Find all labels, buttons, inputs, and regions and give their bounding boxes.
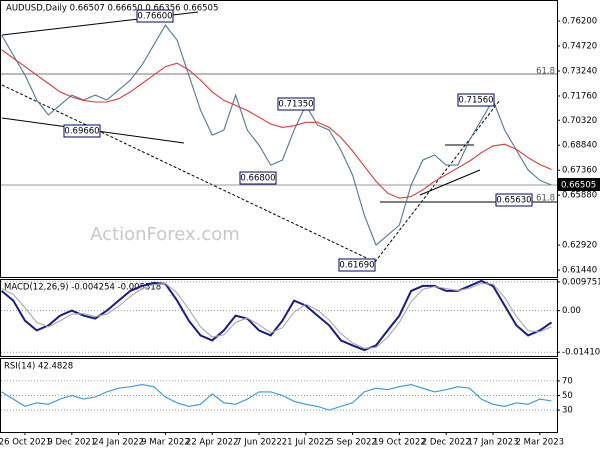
annotation-box [63,124,101,138]
price-panel [0,0,558,278]
macd-title: MACD(12,26,9) -0.004254 -0.005518 [4,283,161,293]
annotation-box [136,9,174,23]
y-tick-label: 0.71760 [562,91,597,101]
y-tick-label: 0.009751 [562,277,600,287]
series-line [1,24,552,247]
y-tick-label: 0.73240 [562,67,597,77]
y-tick-label: 0.76200 [562,17,597,27]
annotation: 0.65630 [496,196,531,206]
fib-level-label: 61.8 [536,194,555,204]
fib-level-label: 61.8 [536,67,555,77]
trend-line [374,99,501,263]
series-line [1,49,552,199]
y-tick-label: 70 [562,376,573,386]
x-tick-label: 19 Oct 2022 [373,438,426,448]
trend-line [1,84,376,263]
x-tick-label: 26 Oct 2021 [0,438,51,448]
x-tick-label: 21 Jul 2022 [282,438,330,448]
annotation: 0.69660 [64,127,99,137]
x-tick-label: 9 Mar 2022 [141,438,189,448]
annotation-box [338,258,376,272]
x-tick-label: 17 Jan 2023 [468,438,519,448]
y-tick-label: 30 [562,406,573,416]
x-tick-label: 2 Dec 2022 [422,438,471,448]
annotation: 0.71560 [458,96,493,106]
x-tick-label: 9 Dec 2021 [47,438,96,448]
x-tick-label: 24 Jan 2022 [93,438,144,448]
annotation: 0.66800 [240,174,275,184]
y-tick-label: 0.62920 [562,241,597,251]
series-line [1,282,552,349]
annotation: 0.61690 [339,261,374,271]
y-tick-label: 0.61440 [562,266,597,276]
rsi-panel [0,358,558,433]
y-tick-label: 0.74720 [562,42,597,52]
annotation-box [457,93,495,107]
y-tick-label: 0.68840 [562,141,597,151]
annotation-box [239,171,277,185]
price-tag-box [558,178,600,191]
x-tick-label: 2 Mar 2023 [516,438,564,448]
x-tick-label: 22 Apr 2022 [186,438,239,448]
annotation: 0.71350 [278,100,313,110]
series-line [1,384,552,411]
channel-line [419,169,481,196]
y-tick-label: 0.65880 [562,191,597,201]
y-tick-label: 0.67360 [562,166,597,176]
watermark: ActionForex.com [90,224,240,245]
x-tick-label: 7 Jun 2022 [236,438,282,448]
y-tick-label: 50 [562,391,573,401]
annotation-box [495,193,533,207]
x-tick-label: 5 Sep 2022 [328,438,376,448]
price-tag: 0.66505 [561,181,596,191]
y-tick-label: 0.00 [562,306,581,316]
chart-title: AUDUSD,Daily 0.66507 0.66650 0.66356 0.6… [6,4,218,14]
y-tick-label: 0.70320 [562,116,597,126]
rsi-title: RSI(14) 42.4828 [4,362,73,372]
annotation-box [277,97,315,111]
annotation: 0.76600 [137,12,172,22]
